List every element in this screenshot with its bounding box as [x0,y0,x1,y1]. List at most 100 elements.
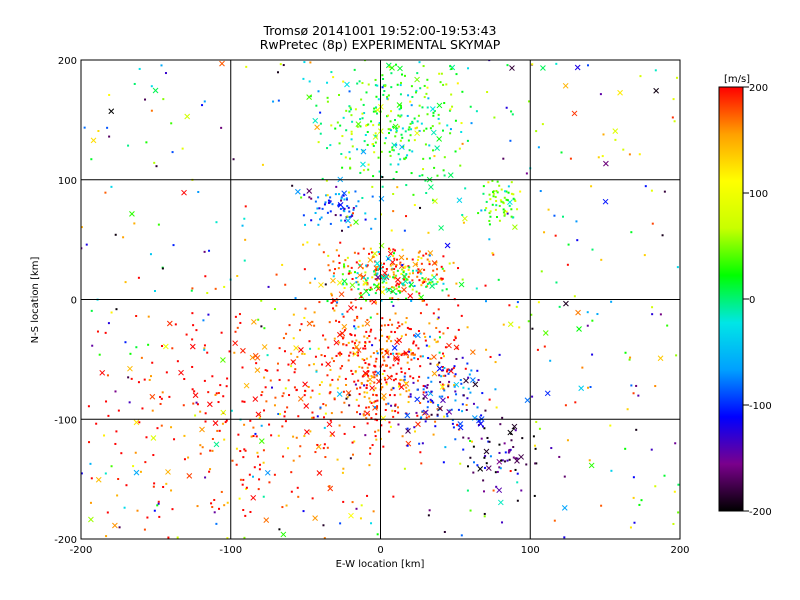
data-point-x [293,345,299,351]
data-point [457,267,460,270]
data-point [484,209,487,212]
data-point [150,85,153,88]
data-point [407,128,410,131]
data-point [413,353,416,356]
data-point [168,395,171,398]
data-point [354,108,357,111]
data-point [332,275,335,278]
data-point [403,375,406,378]
data-point [298,455,301,458]
data-point-x [576,326,582,332]
data-point [498,443,501,446]
data-point [340,353,343,356]
data-point [400,272,403,275]
data-point [516,457,519,460]
data-point [357,379,360,382]
data-point [357,283,360,286]
data-point [469,456,472,459]
data-point [508,458,511,461]
data-point [388,421,391,424]
data-point [106,374,109,377]
data-point [203,347,206,350]
data-point [428,260,431,263]
data-point [348,151,351,154]
data-point [491,252,494,255]
data-point [303,268,306,271]
data-point [373,381,376,384]
data-point [153,509,156,512]
data-point-x [220,357,226,363]
data-point [273,473,276,476]
data-point [416,275,419,278]
data-point [370,251,373,254]
data-point [319,132,322,135]
data-point [304,307,307,310]
data-point [426,113,429,116]
data-point [475,287,478,290]
data-point [441,129,444,132]
data-point [415,290,418,293]
data-point [282,392,285,395]
data-point [292,337,295,340]
data-point [372,124,375,127]
data-point [495,485,498,488]
data-point [141,407,144,410]
data-point-x [358,293,365,299]
data-point [279,413,282,416]
data-point [411,269,414,272]
data-point [635,384,638,387]
data-point [381,386,384,389]
data-point [515,305,518,308]
data-point [374,78,377,81]
data-point [171,508,174,511]
data-point [370,401,373,404]
data-point [338,375,341,378]
data-point [281,425,284,428]
data-point [452,426,455,429]
data-point [144,461,147,464]
data-point [282,337,285,340]
data-point [152,485,155,488]
data-point [394,403,397,406]
data-point [302,214,305,217]
data-point [357,354,360,357]
data-point [364,212,367,215]
data-point [349,106,352,109]
data-point [340,152,343,155]
data-point [257,488,260,491]
data-point [516,208,519,211]
data-point [83,126,86,129]
data-point [409,122,412,125]
data-point [442,352,445,355]
data-point [433,155,436,158]
data-point [462,386,465,389]
data-point [443,174,446,177]
data-point [353,271,356,274]
data-point [587,64,590,67]
data-point [375,273,378,276]
data-point [356,411,359,414]
data-point [505,190,508,193]
data-point [409,395,412,398]
data-point-x [496,487,503,494]
data-point [211,375,214,378]
data-point [425,416,428,419]
data-point [358,393,361,396]
data-point [672,98,675,101]
data-point [349,457,352,460]
data-point [461,356,464,359]
data-point [218,507,221,510]
data-point [290,365,293,368]
data-point [393,394,396,397]
data-point [421,355,424,358]
data-point [319,406,322,409]
data-point [422,397,425,400]
data-point [415,89,418,92]
data-point [588,459,591,462]
data-point [416,120,419,123]
data-point [134,451,137,454]
data-point [341,273,344,276]
data-point [170,426,173,429]
data-point [185,333,188,336]
data-point [391,323,394,326]
